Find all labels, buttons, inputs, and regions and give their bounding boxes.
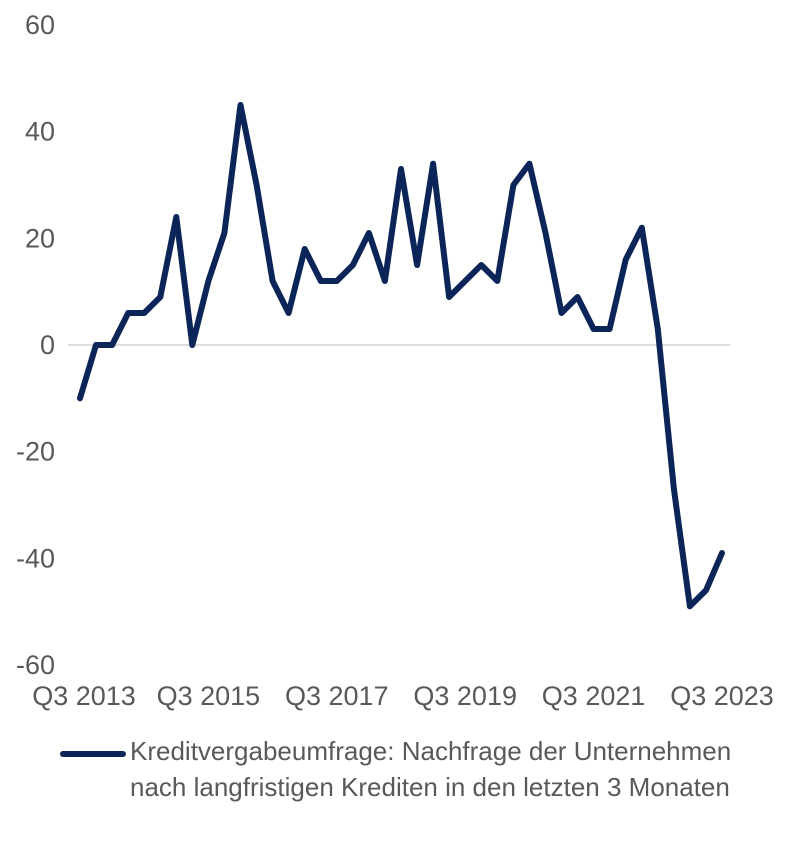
x-axis: Q3 2013 Q3 2015 Q3 2017 Q3 2019 Q3 2021 Q3 20… <box>32 681 774 711</box>
y-tick-label: 0 <box>40 330 55 360</box>
y-tick-label: -20 <box>16 437 55 467</box>
series-line <box>77 102 725 610</box>
x-tick-label: Q3 2015 <box>157 681 261 711</box>
x-tick-label: Q3 2013 <box>32 681 136 711</box>
y-tick-label: -40 <box>16 543 55 573</box>
legend-swatch <box>60 751 126 757</box>
y-tick-label: 20 <box>25 223 55 253</box>
x-tick-label: Q3 2021 <box>542 681 646 711</box>
legend: Kreditvergabeumfrage: Nachfrage der Unte… <box>60 733 760 805</box>
y-tick-label: 60 <box>25 10 55 40</box>
y-tick-label: -60 <box>16 650 55 680</box>
y-tick-label: 40 <box>25 117 55 147</box>
series-layer <box>77 102 725 610</box>
legend-label: Kreditvergabeumfrage: Nachfrage der Unte… <box>130 736 732 802</box>
x-tick-label: Q3 2019 <box>413 681 517 711</box>
y-axis: 60 40 20 0 -20 -40 -60 <box>16 10 55 680</box>
x-tick-label: Q3 2017 <box>285 681 389 711</box>
x-tick-label: Q3 2023 <box>670 681 774 711</box>
